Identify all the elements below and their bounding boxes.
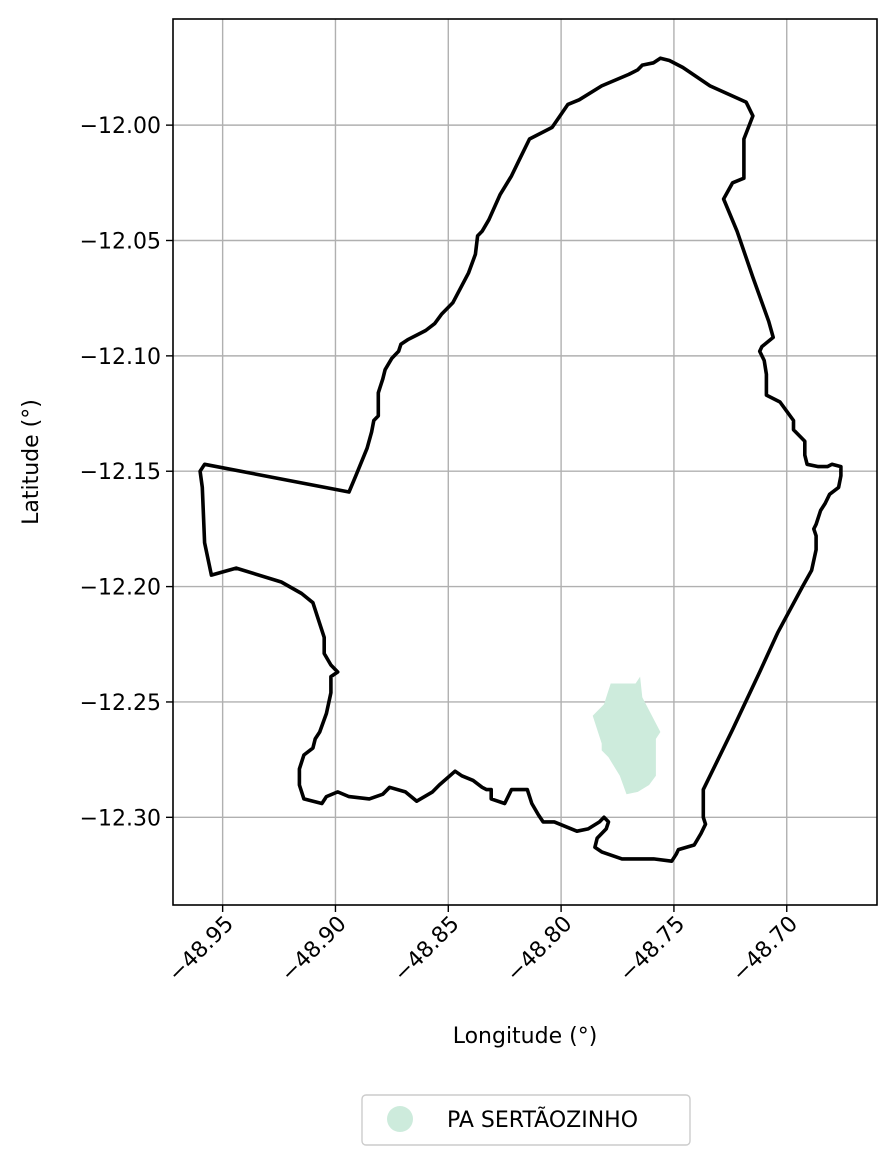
x-axis-label: Longitude (°) <box>453 1024 598 1049</box>
gridlines <box>173 19 877 905</box>
y-axis-label: Latitude (°) <box>19 399 44 525</box>
y-tick-label: −12.15 <box>80 460 161 485</box>
regions <box>592 676 661 795</box>
plot-frame <box>172 18 878 906</box>
boundary-outline <box>198 56 843 864</box>
legend-frame <box>361 1094 691 1146</box>
y-tick-label: −12.00 <box>80 114 161 139</box>
legend-marker-pa-sertaozinho <box>387 1106 413 1132</box>
y-axis-ticks: −12.00 −12.05 −12.10 −12.15 −12.20 −12.25 −12.… <box>80 114 173 831</box>
region-pa-sertaozinho <box>592 676 661 795</box>
legend: PA SERTÃOZINHO <box>361 1094 691 1146</box>
y-tick-label: −12.05 <box>80 230 161 255</box>
municipality-boundary <box>198 56 843 864</box>
y-tick-label: −12.25 <box>80 691 161 716</box>
y-tick-label: −12.10 <box>80 345 161 370</box>
legend-label-pa-sertaozinho: PA SERTÃOZINHO <box>447 1106 638 1133</box>
y-tick-label: −12.20 <box>80 576 161 601</box>
y-tick-label: −12.30 <box>80 806 161 831</box>
